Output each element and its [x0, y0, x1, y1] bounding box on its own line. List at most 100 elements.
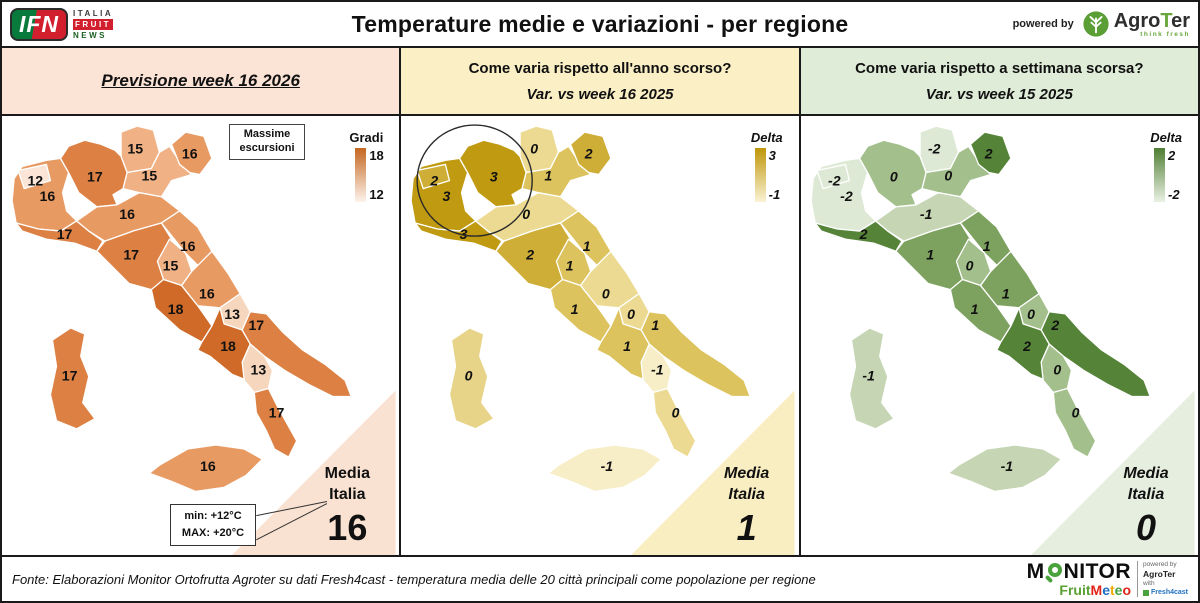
note-box: Massime escursioni: [229, 124, 305, 160]
panel-vs-year-map-area: 3 2 3 0 1 2 3 0 2 1 1 1 0 0 1 1 -1 0 -1 0 Delta 3 -1 Media …: [401, 116, 799, 555]
minmax-callout-box: min: +12°C MAX: +20°C: [170, 504, 256, 547]
region-value-marche: 16: [180, 238, 196, 254]
region-value-valle_daosta: 12: [27, 173, 43, 189]
region-value-valle_daosta: -2: [828, 173, 841, 189]
region-value-molise: 0: [1027, 306, 1035, 322]
region-value-liguria: 3: [460, 226, 468, 242]
region-value-lombardia: 17: [87, 169, 103, 185]
region-liguria: [15, 220, 104, 252]
region-value-veneto: 0: [944, 168, 952, 184]
region-veneto: [521, 145, 592, 198]
region-value-abruzzo: 16: [199, 286, 215, 302]
region-value-trentino: 15: [127, 140, 143, 156]
region-value-trentino: 0: [531, 140, 539, 156]
media-italia-value: 0: [1135, 506, 1156, 548]
region-value-toscana: 1: [926, 246, 934, 262]
panel-vs-week: Come varia rispetto a settimana scorsa? …: [798, 48, 1198, 555]
legend-bottom-value: -1: [768, 187, 781, 202]
media-italia-value: 1: [736, 506, 757, 548]
region-value-calabria: 17: [269, 405, 285, 421]
legend-gradient-bar: [355, 148, 367, 202]
panel-vs-year: Come varia rispetto all'anno scorso? Var…: [399, 48, 799, 555]
panel-forecast-map-area: 16 12 17 15 15 16 17 16 17 16 15 18 16 13 18 17 13 17 16 17…: [2, 116, 400, 555]
highlight-circle: [416, 124, 534, 237]
ifn-logo-line2: FRUIT: [73, 18, 114, 30]
region-value-calabria: 0: [1071, 405, 1079, 421]
region-value-friuli: 16: [182, 145, 198, 161]
ifn-logo: IFN ITALIA FRUIT NEWS: [10, 7, 235, 41]
region-valle_daosta: [416, 163, 451, 190]
region-sardegna: [848, 327, 895, 430]
monitor-powered-by: powered by AgroTer with Fresh4cast: [1137, 561, 1188, 597]
monitor-wordmark: M NITOR: [1026, 560, 1132, 583]
legend-bottom-value: -2: [1167, 187, 1180, 202]
region-value-sardegna: 0: [465, 367, 473, 383]
region-value-emilia: -1: [920, 206, 933, 222]
region-value-basilicata: 13: [250, 361, 266, 377]
region-value-lazio: 18: [168, 301, 184, 317]
agroter-tree-icon: [1083, 11, 1109, 37]
region-value-friuli: 2: [983, 145, 992, 161]
region-friuli: [969, 131, 1012, 176]
media-italia-block: Media Italia 1: [703, 464, 791, 546]
header: IFN ITALIA FRUIT NEWS Temperature medie …: [2, 2, 1198, 48]
region-value-campania: 1: [623, 338, 631, 354]
region-value-friuli: 2: [584, 145, 593, 161]
region-value-molise: 13: [224, 306, 240, 322]
region-value-piemonte: -2: [840, 188, 853, 204]
panel-forecast-title: Previsione week 16 2026: [101, 71, 300, 90]
region-value-umbria: 0: [965, 257, 973, 273]
region-value-lombardia: 3: [490, 169, 498, 185]
region-value-sardegna: -1: [862, 367, 875, 383]
region-veneto: [921, 145, 992, 198]
region-value-puglia: 1: [652, 317, 660, 333]
region-value-emilia: 16: [119, 206, 135, 222]
panel-vs-week-subtitle: Var. vs week 15 2025: [925, 85, 1073, 103]
ifn-logo-mark: IFN: [10, 7, 68, 41]
legend-top-value: 3: [768, 148, 776, 163]
magnifier-icon: [1044, 562, 1063, 583]
media-italia-block: Media Italia 16: [303, 464, 391, 546]
region-calabria: [1052, 387, 1096, 458]
region-value-toscana: 2: [526, 246, 535, 262]
agroter-tagline: think fresh: [1140, 30, 1190, 38]
region-sicilia: [148, 444, 264, 493]
region-sardegna: [449, 327, 495, 430]
source-note: Fonte: Elaborazioni Monitor Ortofrutta A…: [12, 571, 816, 587]
region-value-piemonte: 3: [443, 188, 451, 204]
region-value-lazio: 1: [970, 301, 978, 317]
region-value-abruzzo: 1: [1002, 286, 1010, 302]
region-value-basilicata: 0: [1053, 361, 1061, 377]
region-value-sardegna: 17: [62, 367, 78, 383]
region-liguria: [814, 220, 903, 252]
region-value-campania: 18: [220, 338, 236, 354]
region-value-toscana: 17: [123, 246, 139, 262]
region-value-sicilia: -1: [601, 458, 614, 474]
region-value-emilia: 0: [523, 206, 531, 222]
region-calabria: [253, 387, 298, 458]
corner-triangle: [232, 390, 396, 555]
legend-top-value: 18: [369, 148, 384, 163]
region-value-liguria: 2: [858, 226, 867, 242]
region-value-molise: 0: [627, 306, 635, 322]
region-value-lazio: 1: [571, 301, 579, 317]
fresh4cast-icon: [1143, 589, 1150, 596]
region-value-valle_daosta: 2: [430, 173, 439, 189]
callout-line: [256, 503, 328, 541]
panel-vs-year-subtitle: Var. vs week 16 2025: [526, 85, 674, 103]
region-value-trentino: -2: [928, 140, 941, 156]
panel-vs-year-header: Come varia rispetto all'anno scorso? Var…: [401, 48, 799, 116]
region-friuli: [570, 131, 612, 176]
region-calabria: [652, 387, 697, 458]
page-title: Temperature medie e variazioni - per reg…: [351, 10, 849, 37]
region-value-veneto: 15: [141, 168, 157, 184]
region-value-puglia: 17: [248, 317, 264, 333]
legend-delta-week: Delta 2 -2: [1150, 130, 1186, 207]
region-sardegna: [49, 327, 96, 430]
media-italia-block: Media Italia 0: [1102, 464, 1190, 546]
powered-by-label: powered by: [1012, 18, 1074, 30]
